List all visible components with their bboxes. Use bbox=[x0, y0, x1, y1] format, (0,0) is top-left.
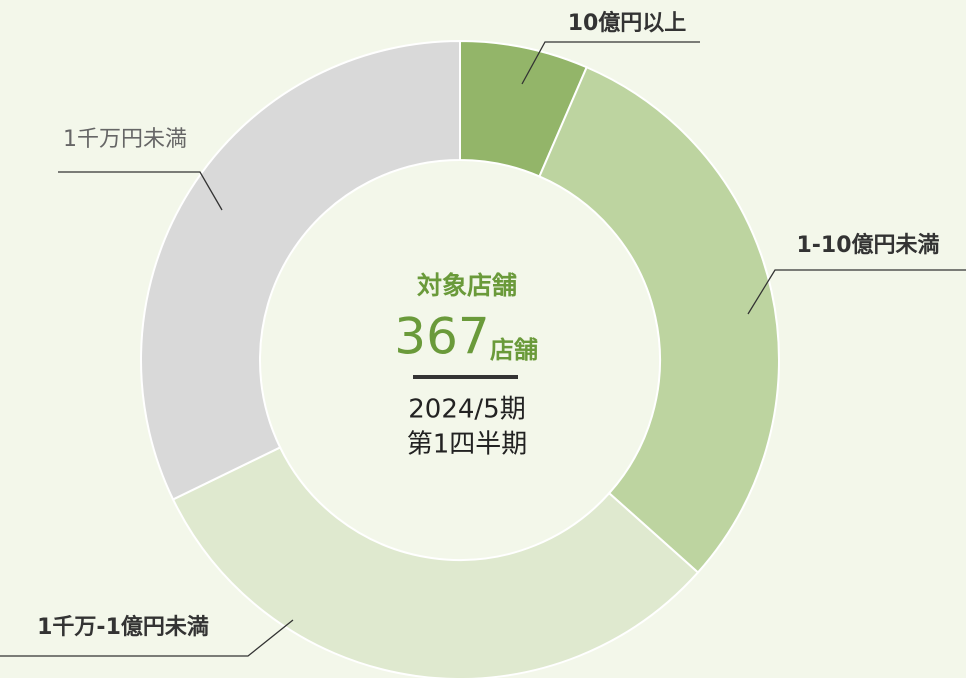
leader-line bbox=[58, 171, 223, 211]
leader-line bbox=[521, 41, 700, 85]
center-period: 2024/5期 bbox=[408, 395, 525, 425]
segment-label: 10億円以上 bbox=[568, 10, 687, 36]
center-title: 対象店舗 bbox=[417, 271, 517, 300]
donut-segment bbox=[538, 65, 780, 574]
donut-segment bbox=[140, 39, 461, 501]
leader-line bbox=[747, 269, 966, 315]
center-unit: 店舗 bbox=[490, 336, 538, 364]
segment-label: 1-10億円未満 bbox=[796, 232, 939, 258]
segment-label: 1千万-1億円未満 bbox=[37, 614, 209, 640]
center-value: 367 bbox=[394, 308, 489, 366]
donut-segment bbox=[171, 446, 700, 678]
leader-line bbox=[0, 619, 294, 657]
segment-label: 1千万円未満 bbox=[63, 127, 187, 152]
center-quarter: 第1四半期 bbox=[407, 430, 528, 460]
